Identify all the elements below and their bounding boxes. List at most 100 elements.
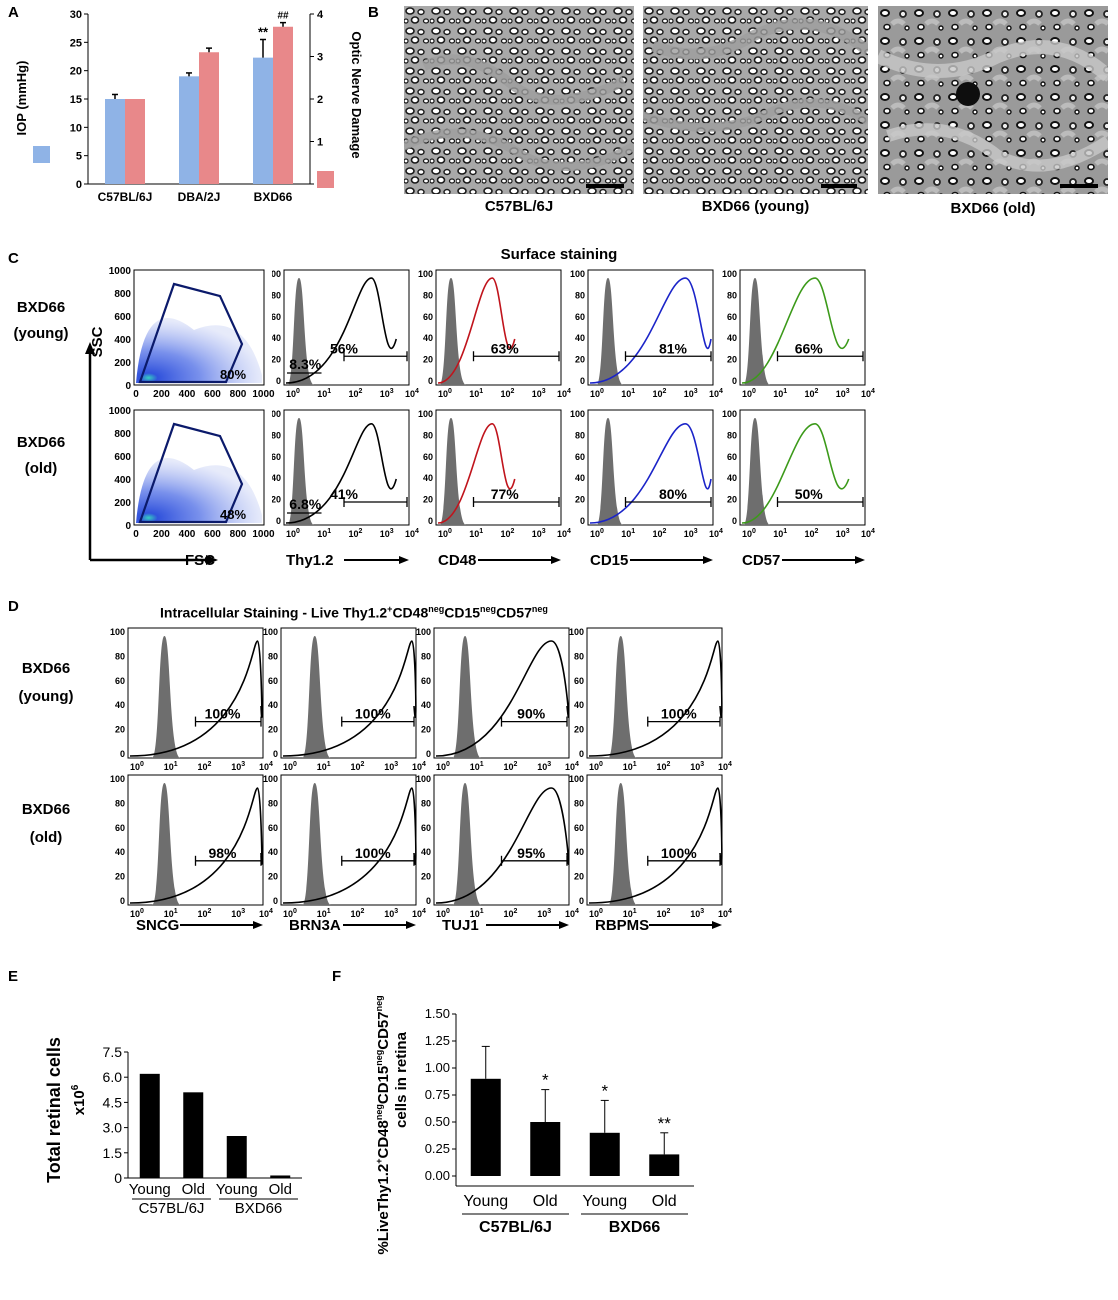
isotype-histogram	[439, 277, 466, 385]
histogram-y-tick: 60	[423, 312, 433, 322]
histogram-y-tick: 60	[423, 452, 433, 462]
stained-histogram	[285, 277, 398, 384]
scatter-x-tick: 1000	[252, 389, 275, 400]
histogram-y-tick: 20	[115, 725, 125, 735]
bar-thy12-percent	[470, 1078, 501, 1176]
chart-e-category-label: Old	[182, 1181, 205, 1198]
histogram-x-tick: 102	[351, 761, 365, 772]
chart-f-category-label: Old	[652, 1193, 677, 1210]
marker-arrow-head	[406, 921, 416, 929]
histogram-y-tick: 0	[426, 749, 431, 759]
scatter-y-tick: 0	[125, 521, 131, 532]
scatter-x-tick: 400	[179, 529, 196, 540]
histogram-x-tick: 101	[623, 761, 637, 772]
isotype-histogram	[596, 417, 623, 525]
gate-percent: 100%	[661, 706, 697, 722]
histogram-x-tick: 100	[283, 908, 297, 919]
histogram-x-tick: 101	[621, 388, 635, 399]
chart-f: %LiveThy1.2+CD48negCD15negCD57neg cells …	[374, 995, 694, 1255]
gate-percent: 95%	[517, 845, 546, 861]
bar-thy12-percent	[589, 1132, 620, 1176]
scatter-x-tick: 200	[153, 529, 170, 540]
histogram-y-tick: 20	[423, 495, 433, 505]
stained-histogram	[129, 787, 263, 904]
histogram-x-tick: 101	[773, 388, 787, 399]
histogram-x-tick: 101	[317, 908, 331, 919]
micrograph-c57bl6j	[404, 6, 634, 194]
histogram-x-tick: 101	[469, 388, 483, 399]
histogram-y-tick: 60	[574, 676, 584, 686]
histogram-y-tick: 0	[120, 749, 125, 759]
histogram-y-tick: 20	[423, 355, 433, 365]
histogram-x-tick: 102	[501, 388, 515, 399]
chart-e-tick-label: 7.5	[103, 1044, 123, 1060]
histogram-y-tick: 80	[727, 290, 737, 300]
scatter-x-tick: 400	[179, 389, 196, 400]
histogram-y-tick: 80	[115, 651, 125, 661]
histogram-y-tick: 100	[722, 409, 737, 419]
histogram-x-tick: 100	[286, 388, 300, 399]
histogram-x-tick: 103	[231, 761, 245, 772]
histogram-x-tick: 102	[349, 528, 363, 539]
histogram-y-tick: 20	[272, 355, 281, 365]
histogram-y-tick: 40	[421, 700, 431, 710]
title-sup: neg	[480, 604, 497, 614]
histogram-x-tick: 100	[589, 761, 603, 772]
histogram-x-tick: 104	[861, 388, 875, 399]
marker-label: CD15	[590, 552, 628, 569]
histogram-x-tick: 104	[565, 761, 579, 772]
histogram-x-tick: 104	[718, 761, 732, 772]
histogram-y-tick: 60	[727, 312, 737, 322]
gate-percent: 98%	[208, 845, 237, 861]
isotype-histogram	[287, 277, 314, 385]
stained-histogram	[437, 422, 516, 524]
histogram-y-tick: 60	[727, 452, 737, 462]
histogram-y-tick: 0	[579, 749, 584, 759]
panel-letter-a: A	[8, 4, 19, 21]
histogram-y-tick: 80	[727, 430, 737, 440]
histogram-y-tick: 80	[272, 290, 281, 300]
stained-histogram	[282, 640, 417, 757]
histogram-x-tick: 101	[773, 528, 787, 539]
histogram-x-tick: 100	[590, 528, 604, 539]
histogram-y-tick: 20	[421, 725, 431, 735]
ylabel-sup: neg	[374, 1104, 384, 1120]
histogram-x-tick: 104	[259, 761, 273, 772]
chart-e-ylabel: Total retinal cells	[44, 1037, 64, 1183]
stained-histogram	[282, 787, 417, 904]
marker-arrow-head	[855, 556, 865, 564]
isotype-histogram	[152, 635, 181, 758]
chart-f-tick-label: 0.75	[425, 1087, 450, 1102]
histogram-x-tick: 102	[657, 761, 671, 772]
marker-label: RBPMS	[595, 917, 649, 934]
intracellular-title: Intracellular Staining - Live Thy1.2+CD4…	[160, 604, 548, 621]
title-sup: neg	[428, 604, 445, 614]
row-label-c-young: BXD66 (young)	[6, 295, 76, 347]
histogram-frame	[433, 774, 570, 906]
histogram-x-tick: 100	[438, 528, 452, 539]
histogram-y-tick: 60	[268, 823, 278, 833]
chart-a-left-label: IOP (mmHg)	[14, 61, 29, 136]
histogram-y-tick: 60	[421, 823, 431, 833]
row-label-line: (young)	[18, 688, 74, 705]
histogram-x-tick: 104	[405, 528, 419, 539]
ylabel-sup: neg	[374, 1050, 384, 1066]
ylabel-part: CD15	[375, 1066, 392, 1104]
histogram-y-tick: 100	[418, 269, 433, 279]
histogram-x-tick: 103	[836, 528, 850, 539]
fsc-arrow-head	[206, 555, 218, 565]
histogram-y-tick: 40	[423, 333, 433, 343]
histogram-x-tick: 101	[623, 908, 637, 919]
sig-iop: **	[258, 25, 269, 40]
chart-a-right-tick-label: 4	[317, 9, 324, 21]
iop-legend-swatch	[33, 146, 50, 163]
stained-histogram	[741, 422, 850, 524]
micrograph-bxd66-young	[643, 6, 868, 194]
panel-letter-b: B	[368, 4, 379, 21]
isotype-histogram	[287, 417, 314, 525]
scatter-x-tick: 0	[133, 389, 139, 400]
chart-a-category-label: C57BL/6J	[98, 190, 153, 204]
bar-total-cells	[139, 1073, 160, 1178]
chart-a-left-tick-label: 15	[70, 94, 82, 106]
